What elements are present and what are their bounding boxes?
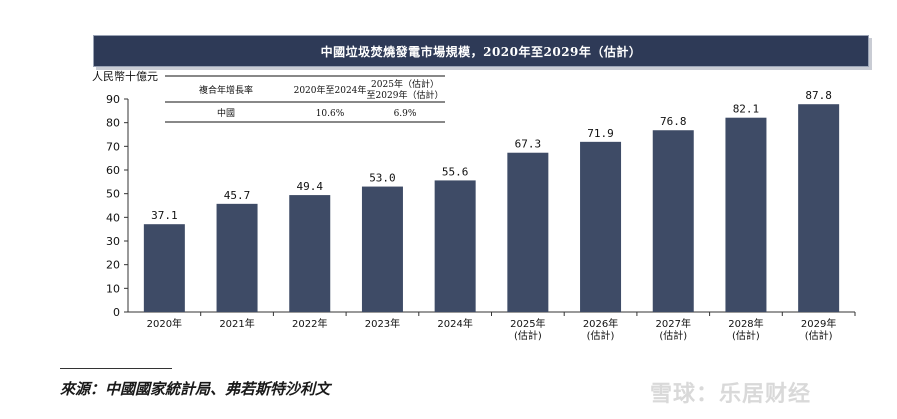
x-category-label: (估計) [805, 329, 833, 342]
bar [143, 224, 185, 312]
x-category-label: (估計) [587, 329, 615, 342]
table-header-period1: 2020年至2024年 [294, 84, 367, 96]
bar [580, 141, 622, 312]
y-tick-label: 0 [113, 306, 120, 319]
y-tick-label: 30 [106, 235, 120, 248]
bar [216, 203, 258, 312]
chart-title-bar: 中國垃圾焚燒發電市場規模，2020年至2029年（估計） [93, 35, 869, 67]
x-category-label: 2025年 [510, 317, 545, 330]
cagr-table: 複合年增長率 2020年至2024年 2025年（估計）至2029年（估計） 中國 10… [165, 75, 445, 123]
x-category-label: 2024年 [437, 317, 472, 330]
bar-value-label: 67.3 [515, 138, 542, 151]
bars: 37.1 45.7 49.4 53.0 55.6 67.3 71.9 76.8 82.1 87.8 [143, 89, 840, 313]
y-tick-label: 70 [106, 140, 120, 153]
x-category-label: 2021年 [219, 317, 254, 330]
bar [434, 180, 476, 312]
bar-value-label: 76.8 [660, 115, 687, 128]
y-tick-label: 50 [106, 188, 120, 201]
x-category-label: 2028年 [728, 317, 763, 330]
bar [725, 117, 767, 313]
bar [652, 130, 694, 312]
bar [361, 186, 403, 312]
table-header-period2-line1: 2025年（估計） [371, 78, 439, 90]
bar-value-label: 87.8 [805, 89, 832, 102]
x-category-label: (估計) [659, 329, 687, 342]
bar-value-label: 71.9 [587, 127, 614, 140]
bar-value-label: 49.4 [297, 180, 324, 193]
x-category-label: (估計) [732, 329, 760, 342]
x-category-label: 2029年 [801, 317, 836, 330]
y-tick-label: 90 [106, 93, 120, 106]
y-tick-label: 20 [106, 259, 120, 272]
table-cell-cagr2: 6.9% [394, 109, 417, 119]
x-category-label: 2027年 [656, 317, 691, 330]
bar [798, 104, 840, 312]
source-divider [60, 368, 172, 369]
table-header-cagr: 複合年增長率 [199, 84, 253, 96]
table-cell-cagr1: 10.6% [316, 109, 345, 119]
x-category-label: 2022年 [292, 317, 327, 330]
bar [507, 152, 549, 312]
x-category-label: 2026年 [583, 317, 618, 330]
bar [289, 195, 331, 312]
y-tick-label: 40 [106, 211, 120, 224]
chart-title: 中國垃圾焚燒發電市場規模，2020年至2029年（估計） [320, 44, 642, 59]
bar-value-label: 55.6 [442, 165, 469, 178]
bar-value-label: 45.7 [224, 189, 251, 202]
source-note: 來源：中國國家統計局、弗若斯特沙利文 [60, 380, 331, 398]
y-tick-label: 10 [106, 282, 120, 295]
bar-value-label: 82.1 [733, 103, 760, 116]
bar-value-label: 53.0 [369, 172, 396, 185]
table-cell-region: 中國 [217, 107, 235, 119]
x-category-label: 2020年 [147, 317, 182, 330]
bar-value-label: 37.1 [151, 209, 178, 222]
y-unit-label: 人民幣十億元 [92, 69, 158, 83]
y-tick-label: 80 [106, 117, 120, 130]
watermark: 雪球：乐居财经 [650, 382, 812, 407]
x-category-label: 2023年 [365, 317, 400, 330]
table-header-period2-line2: 至2029年（估計） [367, 89, 444, 101]
x-category-label: (估計) [514, 329, 542, 342]
y-tick-label: 60 [106, 164, 120, 177]
